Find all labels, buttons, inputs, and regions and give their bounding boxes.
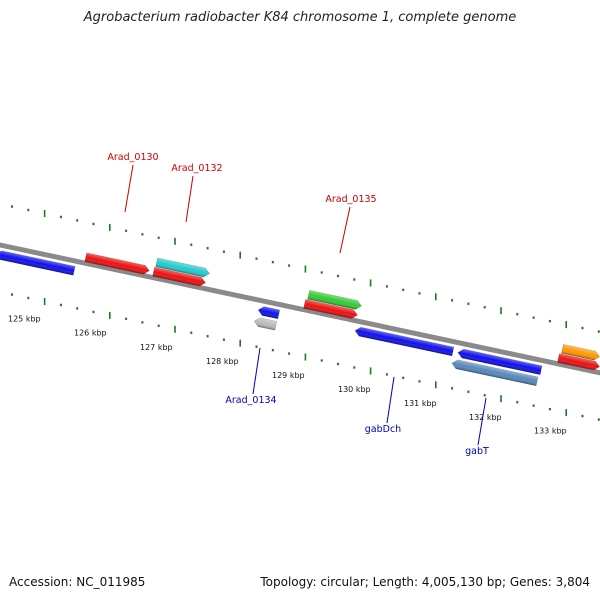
kbp-label: 129 kbp	[272, 371, 305, 380]
kbp-label: 131 kbp	[404, 399, 437, 408]
kbp-label: 132 kbp	[469, 413, 502, 422]
kbp-label: 128 kbp	[206, 357, 239, 366]
gene-feature[interactable]	[0, 250, 76, 276]
gene-leader-line	[124, 164, 134, 213]
kbp-label: 126 kbp	[74, 329, 107, 338]
gene-leader-line	[339, 206, 351, 254]
gene-feature[interactable]	[253, 317, 278, 331]
gene-label[interactable]: gabDch	[365, 424, 401, 435]
kbp-label: 125 kbp	[8, 315, 41, 324]
gene-feature[interactable]	[557, 353, 600, 372]
kbp-label: 130 kbp	[338, 385, 371, 394]
gene-leader-line	[185, 175, 194, 223]
gene-feature[interactable]	[152, 266, 207, 287]
gene-feature[interactable]	[257, 306, 281, 320]
gene-label[interactable]: Arad_0132	[171, 163, 222, 174]
gene-feature[interactable]	[457, 348, 543, 376]
gene-feature[interactable]	[307, 289, 363, 310]
outer-tick-row	[11, 205, 600, 333]
accession-text: Accession: NC_011985	[9, 575, 146, 589]
gene-feature[interactable]	[354, 326, 455, 357]
gene-feature[interactable]	[303, 299, 359, 319]
gene-feature[interactable]	[451, 359, 539, 387]
gene-leader-line	[477, 397, 487, 446]
kbp-label: 127 kbp	[140, 343, 173, 352]
gene-label[interactable]: Arad_0130	[107, 152, 158, 163]
gene-feature[interactable]	[84, 252, 150, 275]
kbp-label: 133 kbp	[534, 427, 567, 436]
map-title: Agrobacterium radiobacter K84 chromosome…	[83, 10, 517, 25]
backbone-line	[0, 242, 600, 376]
inner-tick-row	[11, 293, 600, 421]
gene-leader-line	[252, 347, 261, 395]
genome-stats-text: Topology: circular; Length: 4,005,130 bp…	[260, 575, 590, 589]
gene-feature[interactable]	[155, 257, 211, 278]
gene-leader-line	[386, 376, 395, 424]
gene-label[interactable]: Arad_0135	[325, 194, 376, 205]
gene-feature[interactable]	[561, 344, 600, 361]
gene-label[interactable]: Arad_0134	[225, 395, 276, 406]
gene-label[interactable]: gabT	[465, 446, 489, 457]
